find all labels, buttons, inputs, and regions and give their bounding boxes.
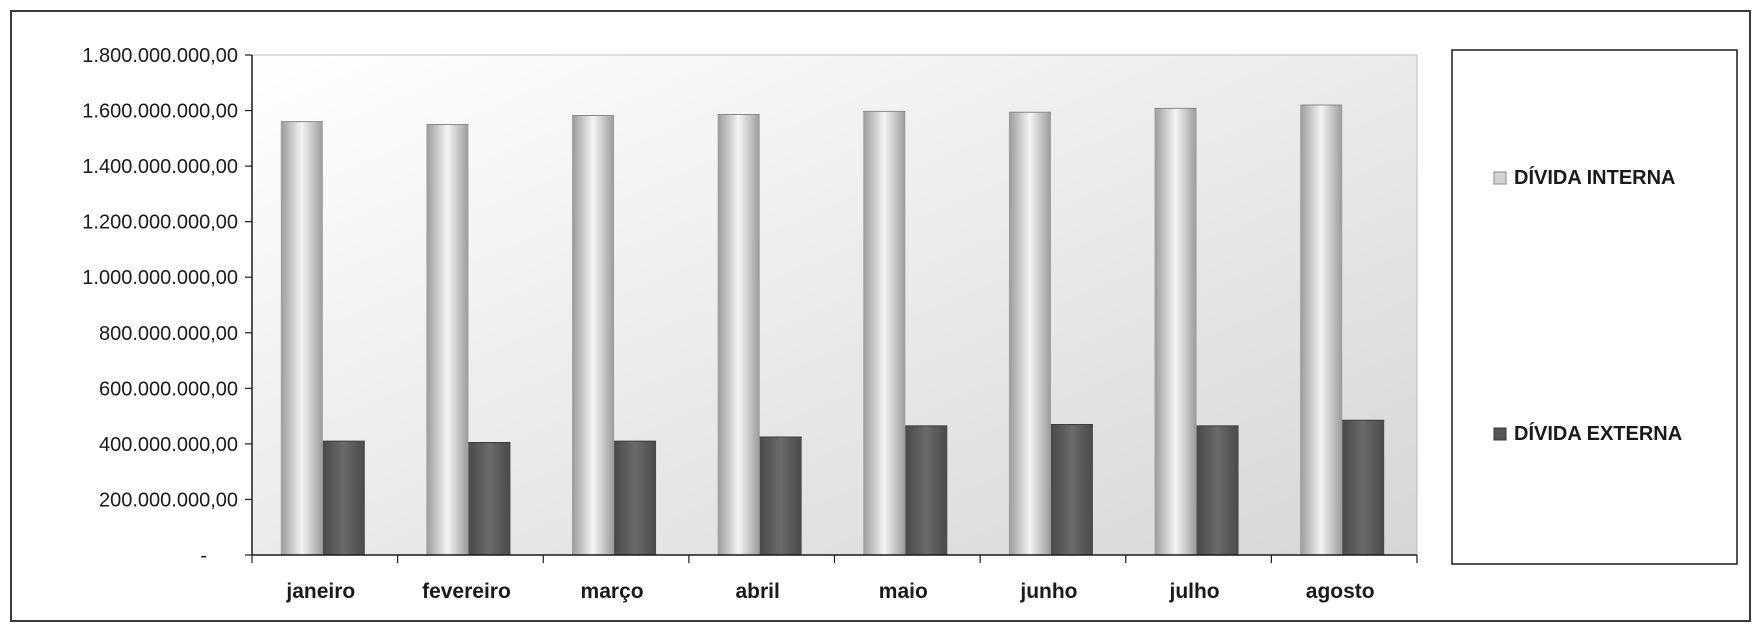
legend-box <box>1451 49 1738 565</box>
bar-divida-interna <box>863 111 906 555</box>
bar-divida-interna <box>1154 108 1197 555</box>
legend-label-divida-externa: DÍVIDA EXTERNA <box>1514 422 1682 445</box>
y-tick-label: 1.600.000.000,00 <box>82 101 238 123</box>
x-category-label: janeiro <box>285 580 355 603</box>
bar-divida-interna <box>1008 112 1051 555</box>
x-category-label: maio <box>879 580 928 603</box>
x-category-label: junho <box>1019 580 1077 603</box>
bar-divida-externa <box>614 441 657 555</box>
x-category-label: abril <box>736 580 780 603</box>
x-category-label: fevereiro <box>422 580 511 603</box>
bar-divida-interna <box>1300 105 1343 555</box>
bar-divida-interna <box>572 115 615 556</box>
bar-divida-externa <box>322 441 365 555</box>
y-tick-label: 1.400.000.000,00 <box>82 156 238 178</box>
bar-divida-externa <box>905 425 948 555</box>
y-tick-label: 400.000.000,00 <box>99 434 238 456</box>
bar-divida-externa <box>468 442 511 555</box>
x-category-label: março <box>581 580 644 603</box>
bar-divida-interna <box>426 124 469 555</box>
y-tick-label: 200.000.000,00 <box>99 489 238 511</box>
bar-divida-externa <box>1342 420 1385 555</box>
y-tick-label: 800.000.000,00 <box>99 323 238 345</box>
x-category-label: agosto <box>1306 580 1375 603</box>
y-tick-label: 1.800.000.000,00 <box>82 45 238 67</box>
y-tick-label: - <box>200 545 207 567</box>
legend-label-divida-interna: DÍVIDA INTERNA <box>1514 166 1675 189</box>
y-tick-label: 1.000.000.000,00 <box>82 267 238 289</box>
bar-divida-externa <box>1196 425 1239 555</box>
legend-swatch-divida-interna <box>1493 171 1507 185</box>
x-category-label: julho <box>1168 580 1219 603</box>
bar-divida-interna <box>717 114 760 555</box>
y-tick-label: 1.200.000.000,00 <box>82 212 238 234</box>
y-tick-label: 600.000.000,00 <box>99 378 238 400</box>
bar-divida-externa <box>1050 424 1093 555</box>
bar-divida-externa <box>759 436 802 555</box>
legend-swatch-divida-externa <box>1493 427 1507 441</box>
bar-divida-interna <box>280 121 323 556</box>
